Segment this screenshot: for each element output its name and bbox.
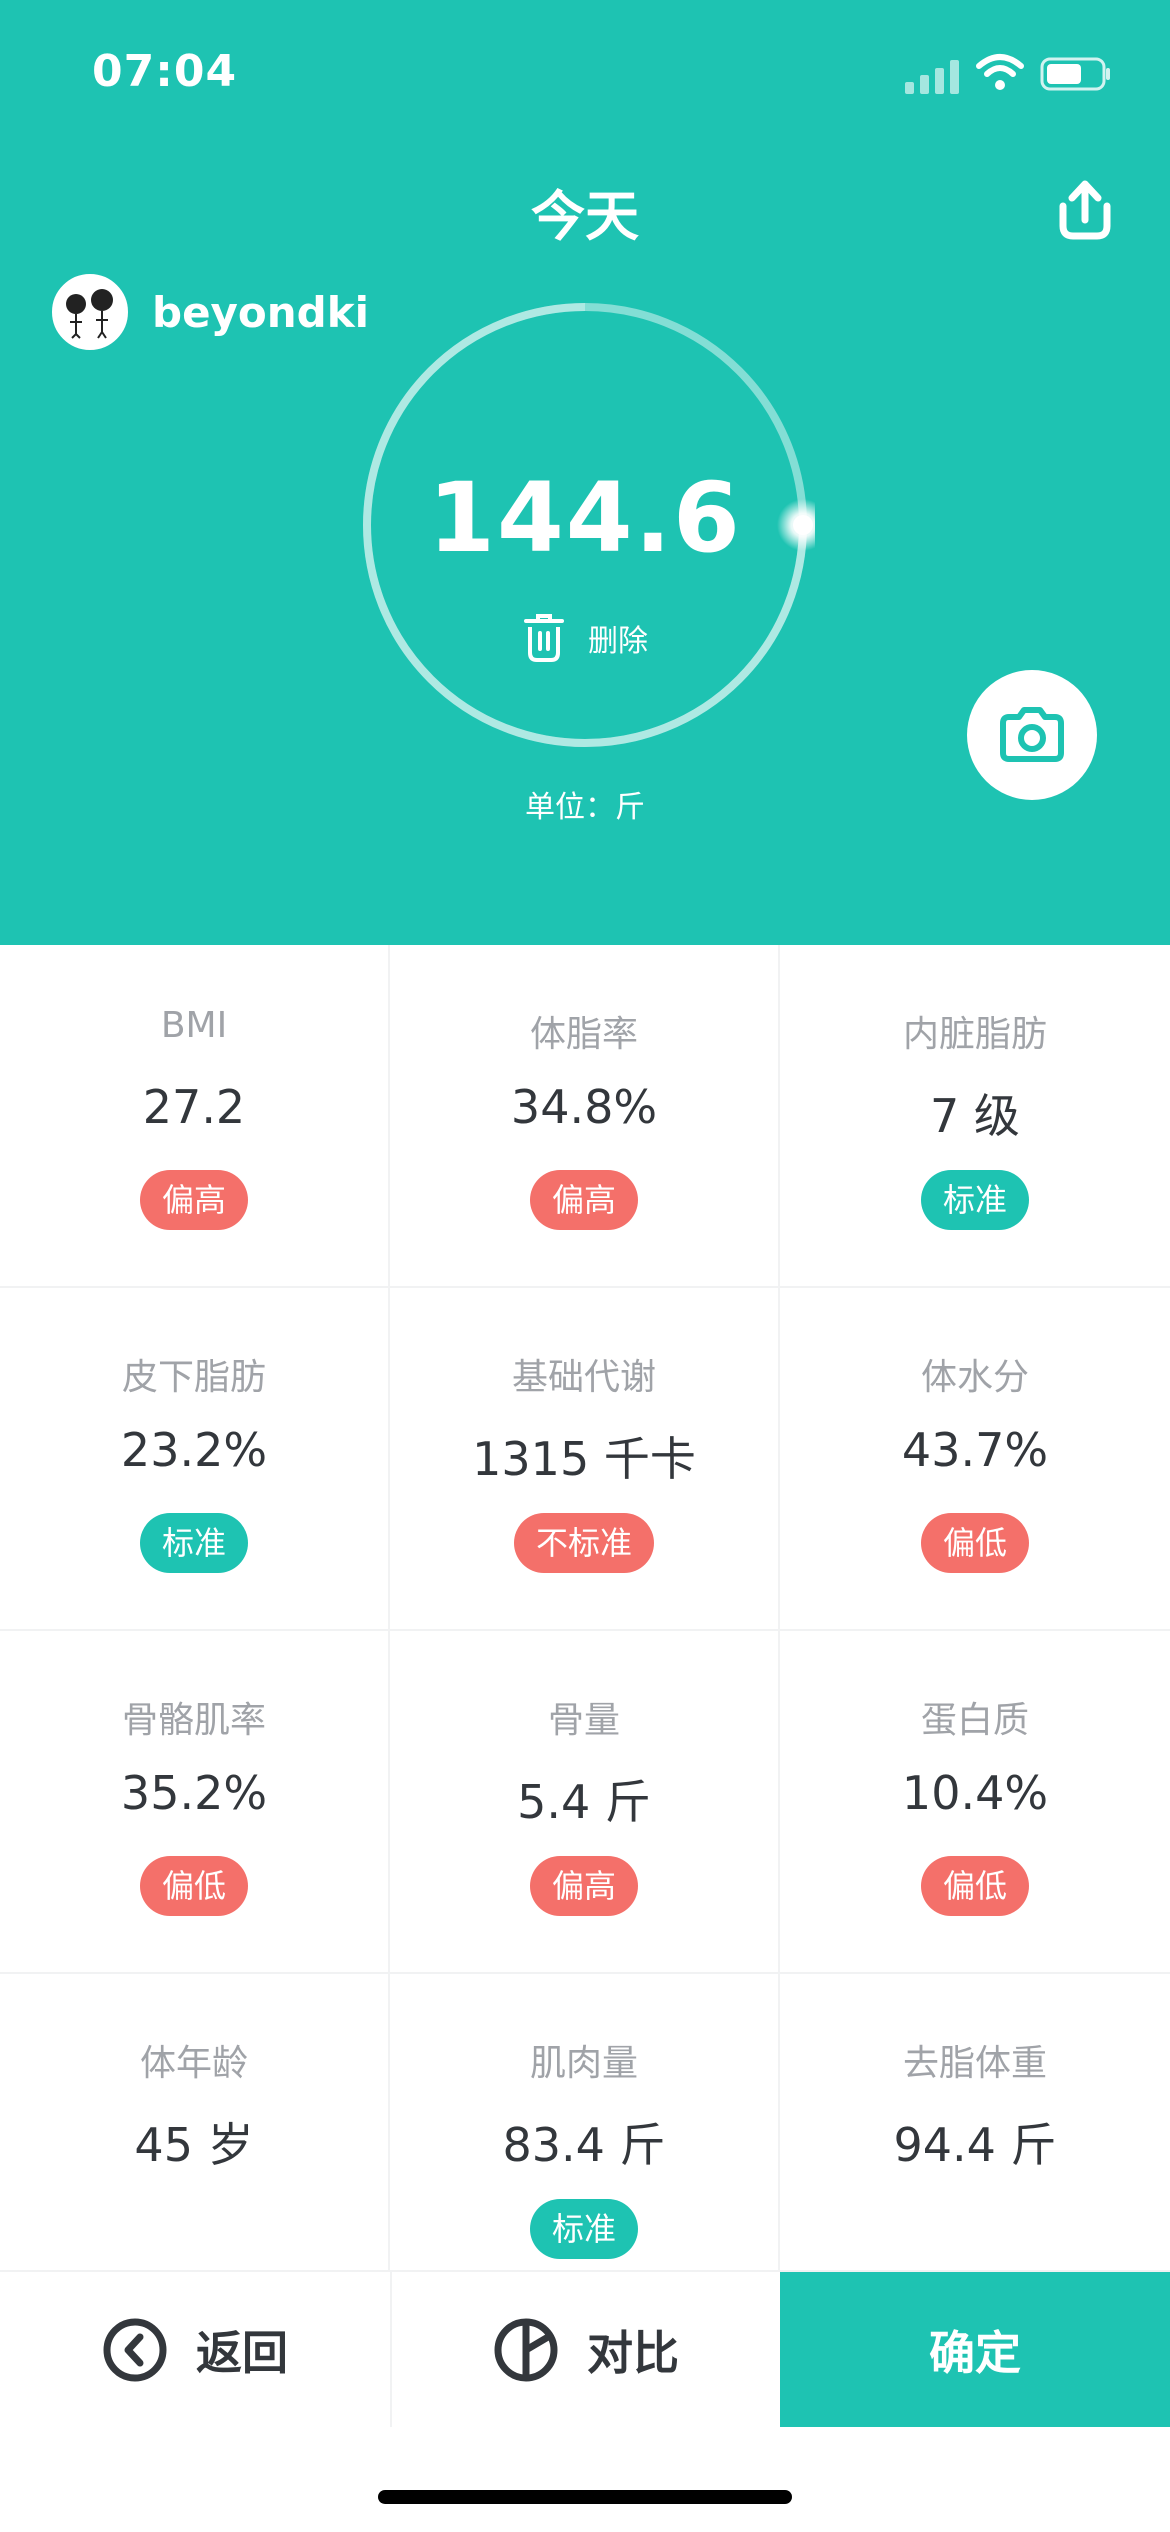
- metric-label: 体水分: [920, 1357, 1029, 1398]
- weight-value: 144.6: [428, 462, 742, 574]
- metric-cell[interactable]: 骨骼肌率 35.2% 偏低: [0, 1631, 390, 1974]
- metric-cell[interactable]: 体年龄 45 岁: [0, 1974, 390, 2317]
- metric-label: 去脂体重: [902, 2043, 1047, 2084]
- metric-status-badge: 标准: [139, 1513, 249, 1573]
- metric-label: 基础代谢: [511, 1357, 656, 1398]
- metric-cell[interactable]: 去脂体重 94.4 斤: [780, 1974, 1170, 2317]
- confirm-button[interactable]: 确定: [780, 2272, 1170, 2427]
- trash-icon: [524, 614, 564, 662]
- weight-ring: [363, 303, 815, 747]
- metric-status-badge: 偏高: [139, 1170, 249, 1230]
- metric-value: 23.2%: [120, 1423, 268, 1477]
- page-title: 今天: [531, 185, 639, 248]
- status-time: 07:04: [92, 46, 238, 97]
- metric-value: 35.2%: [120, 1766, 268, 1820]
- delete-label: 删除: [588, 624, 648, 659]
- camera-icon: [1000, 707, 1064, 762]
- metric-value: 94.4 斤: [893, 2118, 1057, 2172]
- metric-value: 27.2: [142, 1080, 246, 1134]
- metric-label: 内脏脂肪: [902, 1014, 1047, 1055]
- metric-cell[interactable]: 体水分 43.7% 偏低: [780, 1288, 1170, 1631]
- metric-label: 肌肉量: [529, 2043, 638, 2084]
- metric-cell[interactable]: 基础代谢 1315 千卡不标准: [390, 1288, 780, 1631]
- user-profile[interactable]: beyondki: [52, 272, 369, 352]
- username: beyondki: [152, 287, 370, 337]
- metric-cell[interactable]: 肌肉量 83.4 斤标准: [390, 1974, 780, 2317]
- delete-button[interactable]: 删除: [355, 610, 815, 666]
- metric-cell[interactable]: 内脏脂肪 7 级标准: [780, 945, 1170, 1288]
- metric-value: 45 岁: [134, 2118, 254, 2172]
- metric-cell[interactable]: 皮下脂肪 23.2% 标准: [0, 1288, 390, 1631]
- metric-value: 34.8%: [510, 1080, 658, 1134]
- metric-value: 83.4 斤: [502, 2118, 666, 2172]
- metric-label: 体脂率: [529, 1014, 638, 1055]
- metric-status-badge: 偏低: [139, 1856, 249, 1916]
- compare-pie-icon: [494, 2318, 558, 2381]
- metric-label: 骨骼肌率: [121, 1700, 266, 1741]
- home-indicator[interactable]: [378, 2490, 792, 2504]
- camera-button[interactable]: [967, 670, 1097, 800]
- metric-status-badge: 偏高: [529, 1856, 639, 1916]
- metrics-grid: BMI 27.2 偏高 体脂率 34.8% 偏高 内脏脂肪 7 级标准 皮下脂肪 23.2% 标准基…: [0, 945, 1170, 2317]
- share-upload-icon[interactable]: [1045, 170, 1125, 250]
- metric-cell[interactable]: 蛋白质 10.4% 偏低: [780, 1631, 1170, 1974]
- unit-label: 单位：斤: [525, 790, 645, 825]
- battery-icon: [1040, 57, 1110, 91]
- metric-cell[interactable]: 体脂率 34.8% 偏高: [390, 945, 780, 1288]
- metric-label: 皮下脂肪: [121, 1357, 266, 1398]
- metric-value: 1315 千卡: [472, 1432, 696, 1486]
- metric-value: 7 级: [930, 1089, 1020, 1143]
- avatar[interactable]: [52, 274, 128, 350]
- metric-value: 5.4 斤: [517, 1775, 651, 1829]
- avatar-figures-icon: [54, 276, 126, 348]
- metric-status-badge: 标准: [529, 2199, 639, 2259]
- wifi-icon: [976, 54, 1024, 90]
- metric-cell[interactable]: 骨量 5.4 斤偏高: [390, 1631, 780, 1974]
- compare-button[interactable]: 对比: [390, 2272, 780, 2427]
- metric-status-badge: 不标准: [513, 1513, 655, 1573]
- status-bar: 07:04: [0, 0, 1170, 140]
- back-button[interactable]: 返回: [0, 2272, 390, 2427]
- metric-label: BMI: [160, 1005, 228, 1046]
- metric-value: 43.7%: [901, 1423, 1049, 1477]
- metric-label: 体年龄: [139, 2043, 248, 2084]
- metric-status-badge: 偏低: [920, 1856, 1030, 1916]
- back-circle-icon: [103, 2318, 167, 2381]
- metric-status-badge: 偏低: [920, 1513, 1030, 1573]
- header: 07:04 今天: [0, 0, 1170, 945]
- metric-value: 10.4%: [901, 1766, 1049, 1820]
- cellular-signal-icon: [905, 60, 959, 94]
- metric-label: 骨量: [547, 1700, 620, 1741]
- metric-label: 蛋白质: [920, 1700, 1029, 1741]
- metric-status-badge: 偏高: [529, 1170, 639, 1230]
- bottom-bar: 返回 对比 确定: [0, 2270, 1170, 2427]
- back-label: 返回: [196, 2325, 288, 2380]
- metric-cell[interactable]: BMI 27.2 偏高: [0, 945, 390, 1288]
- compare-label: 对比: [587, 2325, 679, 2380]
- metric-status-badge: 标准: [920, 1170, 1030, 1230]
